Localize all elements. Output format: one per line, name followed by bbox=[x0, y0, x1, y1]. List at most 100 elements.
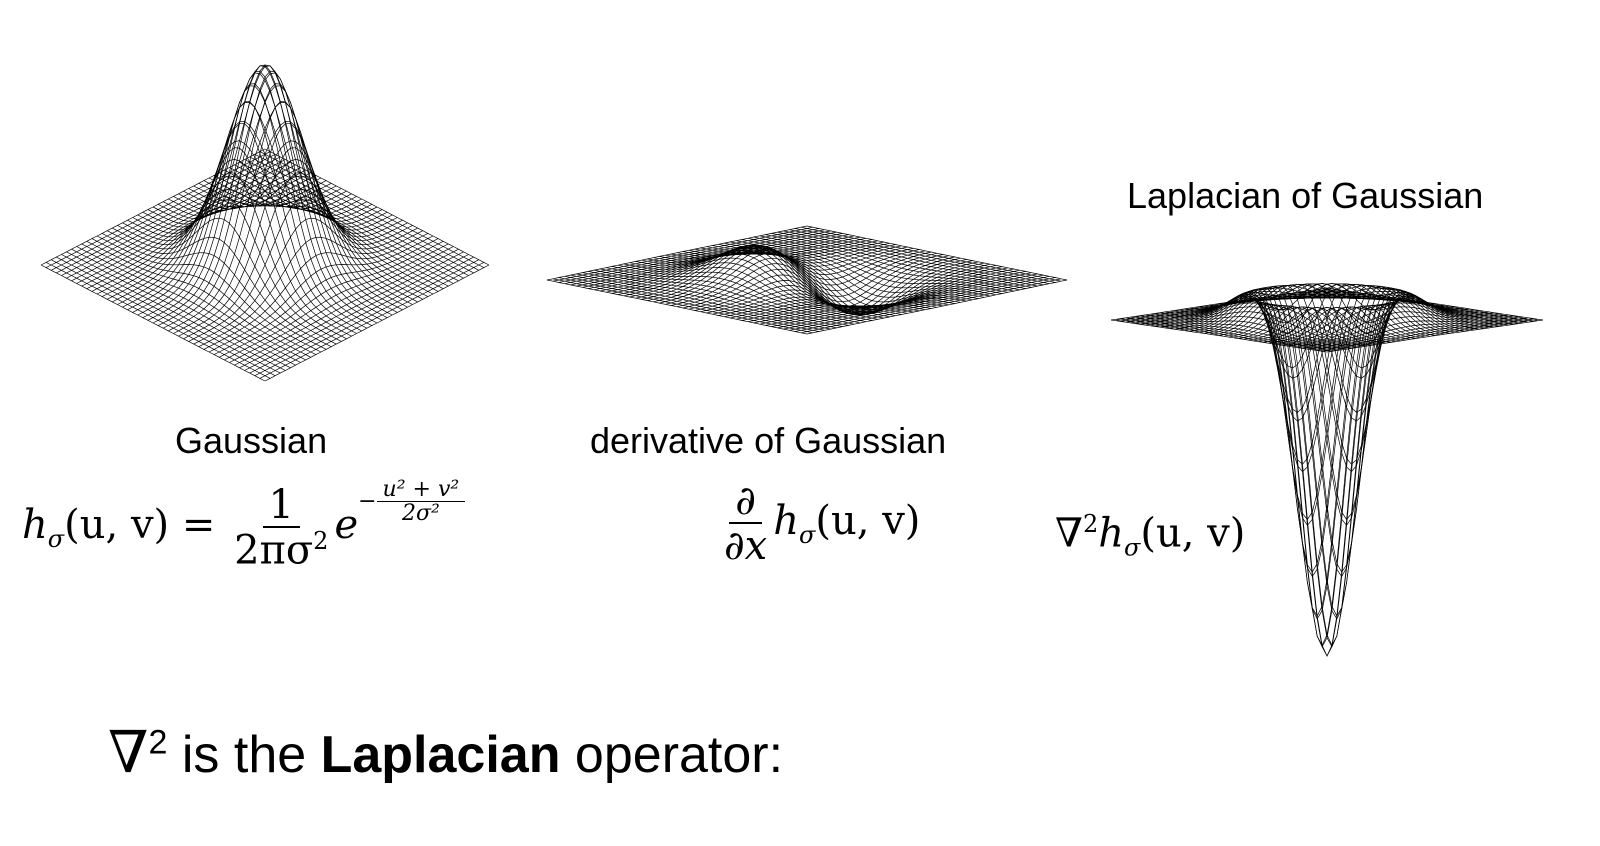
mesh-line bbox=[249, 256, 474, 374]
mesh-line bbox=[264, 264, 490, 382]
mesh-line bbox=[1326, 319, 1544, 353]
mesh-line bbox=[244, 254, 469, 371]
mesh-line bbox=[783, 274, 1044, 330]
mesh-line bbox=[688, 255, 949, 310]
mesh-line bbox=[1145, 314, 1362, 348]
mesh-line bbox=[712, 260, 973, 316]
mesh-line bbox=[152, 64, 378, 324]
mesh-line bbox=[558, 277, 819, 332]
laplacian-formula: ∇2hσ(u, v) bbox=[1055, 510, 1246, 562]
mesh-line bbox=[56, 256, 281, 374]
mesh-line bbox=[552, 278, 813, 334]
mesh-line bbox=[40, 264, 266, 382]
mesh-line bbox=[178, 147, 403, 337]
mesh-line bbox=[623, 262, 884, 319]
mesh-line bbox=[777, 231, 1038, 287]
mesh-line bbox=[647, 246, 908, 314]
mesh-line bbox=[718, 261, 979, 316]
derivative-of-gaussian-surface-plot bbox=[546, 225, 1068, 335]
mesh-line bbox=[546, 279, 808, 335]
mesh-line bbox=[71, 248, 296, 366]
mesh-line bbox=[254, 259, 479, 377]
mesh-line bbox=[1292, 314, 1509, 348]
mesh-line bbox=[101, 233, 327, 350]
mesh-line bbox=[1164, 299, 1382, 345]
mesh-line bbox=[623, 241, 884, 297]
mesh-line bbox=[147, 70, 373, 326]
mesh-line bbox=[611, 266, 873, 321]
mesh-line bbox=[1258, 294, 1475, 346]
mesh-line bbox=[1287, 311, 1504, 347]
mesh-line bbox=[1233, 289, 1450, 578]
mesh-line bbox=[806, 225, 1068, 281]
mesh-line bbox=[1174, 296, 1391, 343]
mesh-line bbox=[1135, 316, 1352, 349]
mesh-line bbox=[1155, 306, 1372, 346]
mesh-line bbox=[1160, 302, 1377, 346]
mesh-line bbox=[117, 195, 342, 342]
mesh-line bbox=[1297, 315, 1514, 348]
mesh-line bbox=[188, 195, 413, 342]
mesh-line bbox=[229, 246, 454, 363]
mesh-line bbox=[91, 238, 317, 355]
mesh-line bbox=[1120, 318, 1337, 351]
mesh-line bbox=[1218, 286, 1436, 657]
mesh-line bbox=[582, 272, 843, 327]
mesh-line bbox=[730, 263, 991, 319]
mesh-line bbox=[641, 249, 902, 315]
mesh-line bbox=[1307, 316, 1524, 350]
mesh-line bbox=[1199, 290, 1416, 526]
mesh-line bbox=[570, 274, 831, 330]
mesh-line bbox=[157, 70, 383, 326]
mesh-line bbox=[736, 265, 997, 320]
mesh-line bbox=[789, 275, 1050, 331]
mesh-line bbox=[1194, 291, 1411, 473]
mesh-line bbox=[795, 228, 1056, 283]
mesh-line bbox=[51, 259, 276, 377]
mesh-line bbox=[1302, 316, 1519, 349]
mesh-line bbox=[112, 217, 337, 345]
laplacian-of-gaussian-label: Laplacian of Gaussian bbox=[1127, 175, 1484, 216]
mesh-line bbox=[600, 268, 861, 324]
mesh-line bbox=[617, 264, 878, 320]
mesh-line bbox=[1277, 302, 1494, 346]
derivative-of-gaussian-label: derivative of Gaussian bbox=[590, 420, 947, 461]
mesh-line bbox=[76, 246, 301, 363]
mesh-line bbox=[588, 271, 849, 326]
mesh-line bbox=[45, 262, 271, 379]
mesh-line bbox=[1312, 317, 1529, 351]
mesh-line bbox=[219, 240, 444, 358]
mesh-line bbox=[1150, 311, 1367, 347]
mesh-line bbox=[1268, 297, 1485, 344]
mesh-line bbox=[706, 259, 967, 315]
mesh-line bbox=[629, 257, 890, 318]
mesh-line bbox=[777, 273, 1038, 329]
mesh-line bbox=[234, 248, 459, 366]
mesh-line bbox=[61, 254, 286, 371]
mesh-line bbox=[1194, 283, 1411, 465]
mesh-line bbox=[682, 254, 943, 309]
mesh-line bbox=[724, 262, 985, 318]
mesh-line bbox=[1110, 319, 1328, 353]
mesh-line bbox=[1243, 291, 1460, 473]
mesh-line bbox=[81, 243, 306, 361]
mesh-line bbox=[1272, 299, 1490, 345]
mesh-line bbox=[122, 172, 347, 340]
mesh-line bbox=[96, 235, 322, 353]
mesh-line bbox=[193, 217, 418, 345]
mesh-line bbox=[203, 233, 429, 350]
mesh-line bbox=[1115, 318, 1332, 352]
mesh-line bbox=[1199, 284, 1416, 521]
mesh-line bbox=[765, 271, 1026, 326]
partial-derivative-fraction: ∂ ∂x bbox=[724, 478, 768, 569]
mesh-line bbox=[107, 230, 332, 348]
mesh-line bbox=[564, 275, 825, 331]
mesh-line bbox=[806, 279, 1068, 335]
mesh-line bbox=[594, 269, 855, 325]
laplacian-operator-statement: ∇2 is the Laplacian operator: bbox=[108, 718, 784, 786]
gaussian-normalizer-fraction: 1 2πσ2 bbox=[234, 481, 329, 574]
mesh-line bbox=[1169, 297, 1386, 344]
mesh-line bbox=[1204, 289, 1421, 578]
mesh-line bbox=[142, 83, 367, 329]
mesh-line bbox=[606, 267, 867, 323]
